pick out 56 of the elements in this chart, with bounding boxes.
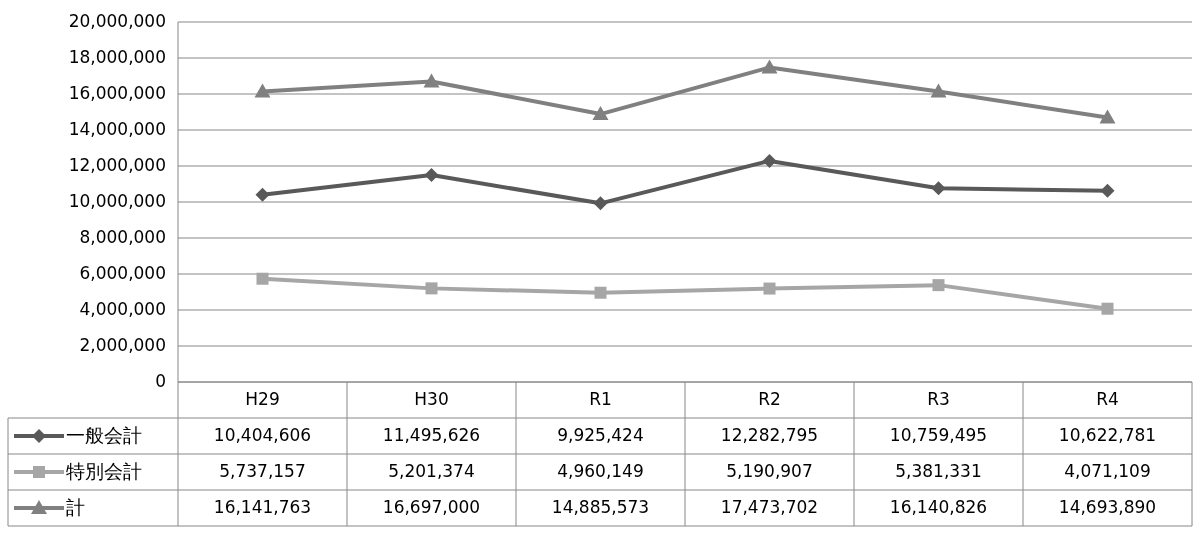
- text: 4,071,109: [1064, 461, 1151, 481]
- text: 17,473,702: [720, 497, 819, 517]
- text: 14,885,573: [551, 497, 650, 517]
- text: 16,141,763: [213, 497, 312, 517]
- text: 4,960,149: [557, 461, 644, 481]
- x-tick-label: R1: [589, 389, 612, 409]
- point: [425, 282, 438, 295]
- point: [931, 181, 946, 196]
- y-tick-label: 20,000,000: [68, 11, 166, 31]
- point: [256, 272, 269, 285]
- text: 10,622,781: [1058, 425, 1157, 445]
- text: 10,759,495: [889, 425, 988, 445]
- point: [762, 153, 777, 168]
- text: 5,190,907: [726, 461, 813, 481]
- point: [593, 196, 608, 211]
- text: 5,381,331: [895, 461, 982, 481]
- point: [423, 73, 440, 88]
- point: [1101, 302, 1114, 315]
- legend-label: 一般会計: [66, 423, 142, 446]
- y-tick-label: 4,000,000: [79, 299, 166, 319]
- legend-label: 特別会計: [66, 459, 142, 482]
- text: 16,697,000: [382, 497, 481, 517]
- text: 12,282,795: [720, 425, 819, 445]
- point: [254, 83, 271, 98]
- text: 5,201,374: [388, 461, 475, 481]
- x-tick-label: H29: [245, 389, 280, 409]
- y-tick-label: 10,000,000: [68, 191, 166, 211]
- text: 14,693,890: [1058, 497, 1157, 517]
- y-tick-label: 6,000,000: [79, 263, 166, 283]
- text: 5,737,157: [219, 461, 306, 481]
- x-tick-label: R3: [927, 389, 950, 409]
- x-tick-label: H30: [414, 389, 449, 409]
- y-tick-label: 0: [155, 371, 166, 391]
- point: [594, 286, 607, 299]
- y-tick-label: 14,000,000: [68, 119, 166, 139]
- point: [1100, 183, 1115, 198]
- point: [592, 106, 609, 121]
- text: 10,404,606: [213, 425, 312, 445]
- x-tick-label: R2: [758, 389, 781, 409]
- x-tick-label: R4: [1096, 389, 1119, 409]
- point: [761, 59, 778, 74]
- legend-label: 計: [66, 495, 85, 518]
- point: [255, 187, 270, 202]
- text: 9,925,424: [557, 425, 644, 445]
- point: [932, 279, 945, 292]
- y-tick-label: 18,000,000: [68, 47, 166, 67]
- text: 16,140,826: [889, 497, 988, 517]
- point: [930, 83, 947, 98]
- y-tick-label: 12,000,000: [68, 155, 166, 175]
- text: 11,495,626: [382, 425, 481, 445]
- y-tick-label: 8,000,000: [79, 227, 166, 247]
- y-tick-label: 16,000,000: [68, 83, 166, 103]
- y-tick-label: 2,000,000: [79, 335, 166, 355]
- point: [1099, 109, 1116, 124]
- point: [424, 168, 439, 183]
- point: [763, 282, 776, 295]
